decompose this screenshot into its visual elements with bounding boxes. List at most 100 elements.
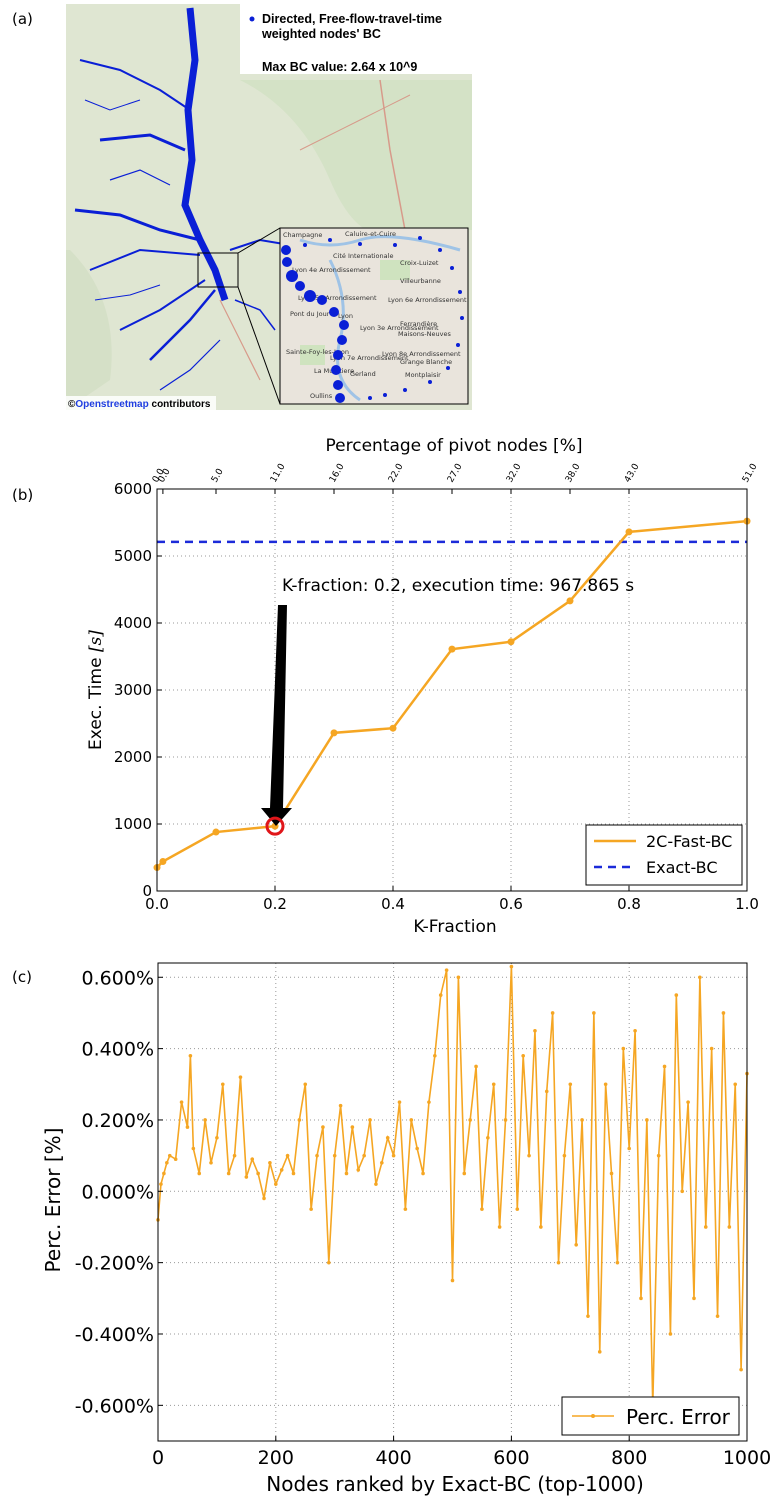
perc-error-point [197, 1171, 202, 1176]
road [379, 79, 406, 231]
top-tick-label: 27.0 [446, 462, 465, 485]
perc-error-point [486, 1135, 490, 1140]
place-label: Caluire-et-Cuire [345, 230, 396, 238]
perc-error-point [303, 1082, 308, 1087]
legend-node-icon [249, 16, 255, 22]
x-tick-label: 1000 [723, 1447, 771, 1469]
place-label: Ferrandière [400, 320, 437, 328]
perc-error-point [350, 1125, 355, 1129]
perc-error-point [179, 1100, 184, 1104]
perc-error-point [173, 1157, 178, 1161]
perc-error-point [279, 1168, 284, 1172]
exec-time-chart: 0.0 0.2 0.4 0.6 0.8 1.0 0 1000 2000 3000 4000 5000 6… [86, 436, 760, 937]
top-tick-label: 16.0 [328, 462, 347, 485]
perc-error-point [586, 1314, 590, 1318]
perc-error-point [668, 1332, 673, 1336]
perc-error-point [159, 1182, 163, 1186]
fast-bc-point [448, 645, 456, 653]
perc-error-point [544, 1089, 549, 1094]
perc-error-point [491, 1082, 496, 1087]
perc-error-point [220, 1082, 225, 1087]
perc-error-point [515, 1207, 520, 1211]
perc-error-point [409, 1118, 414, 1122]
perc-error-point [603, 1082, 608, 1087]
perc-error-point [368, 1118, 372, 1122]
perc-error-point [715, 1314, 720, 1318]
x-tick-label: 800 [611, 1447, 647, 1469]
legend-label-fast-bc: 2C-Fast-BC [646, 832, 732, 851]
x-tick-label: 1.0 [735, 895, 759, 913]
perc-error-point [692, 1296, 696, 1301]
perc-error-point [403, 1207, 408, 1211]
perc-error-point [444, 968, 449, 972]
openstreetmap-link[interactable]: Openstreetmap [75, 399, 148, 410]
perc-error-point [209, 1160, 213, 1165]
perc-error-point [397, 1100, 402, 1104]
perc-error-point [338, 1103, 343, 1108]
terrain-patch [240, 80, 472, 235]
fast-bc-point [159, 858, 167, 866]
perc-error-point [297, 1118, 302, 1122]
perc-error-point [527, 1153, 531, 1158]
zoom-connector [237, 227, 281, 254]
map-credit: ©Openstreetmap contributors [68, 399, 211, 410]
perc-error-point [285, 1153, 290, 1158]
panel-b-label: (b) [12, 486, 33, 504]
legend-marker [591, 1414, 595, 1418]
fast-bc-line [156, 519, 748, 869]
perc-error-point [456, 975, 461, 980]
bc-network [74, 7, 291, 391]
perc-error-point [562, 1153, 567, 1158]
credit-background [66, 396, 216, 410]
perc-error-point [250, 1157, 255, 1161]
perc-error-point [627, 1146, 631, 1151]
perc-error-point [356, 1168, 361, 1172]
place-label: Montplaisir [405, 371, 441, 379]
y-tick-label: -0.400% [75, 1324, 154, 1346]
perc-error-point [165, 1160, 169, 1165]
x-tick-label: 400 [375, 1447, 411, 1469]
perc-error-point [232, 1153, 237, 1158]
annotation-arrow [261, 605, 292, 826]
perc-error-point [709, 1046, 714, 1051]
fast-bc-point [389, 724, 397, 732]
annotation-text: K-fraction: 0.2, execution time: 967.865… [282, 576, 634, 596]
perc-error-point [533, 1028, 537, 1033]
series-layer [153, 517, 751, 872]
perc-error-point [344, 1171, 349, 1176]
road [299, 94, 411, 151]
perc-error-point [450, 1278, 455, 1283]
perc-error-point [721, 1011, 726, 1015]
perc-error-point [291, 1171, 296, 1176]
top-tick-label: 38.0 [564, 462, 583, 485]
perc-error-point [238, 1075, 243, 1079]
perc-error-line [157, 966, 748, 1406]
perc-error-point [321, 1125, 325, 1129]
perc-error-point [226, 1171, 231, 1176]
perc-error-point [327, 1260, 331, 1265]
terrain-patch [66, 250, 112, 410]
inset-place-labels: Caluire-et-Cuire Cité Internationale Ville… [283, 230, 467, 400]
annotation-marker [265, 816, 285, 836]
perc-error-point [580, 1118, 584, 1122]
place-label: Grange Blanche [400, 358, 452, 366]
x-tick-label: 200 [258, 1447, 294, 1469]
perc-error-point [462, 1171, 467, 1176]
perc-error-point [639, 1296, 643, 1301]
perc-error-point [374, 1182, 378, 1186]
perc-error-point [167, 1153, 172, 1158]
perc-error-point [332, 1153, 337, 1158]
x-tick-label: 0.8 [617, 895, 641, 913]
perc-error-point [550, 1011, 555, 1015]
panel-c-label: (c) [12, 968, 32, 986]
perc-error-point [674, 993, 679, 997]
perc-error-point [615, 1260, 620, 1265]
x-tick-label: 0.2 [263, 895, 287, 913]
perc-error-point [656, 1153, 661, 1158]
top-tick-label: 5.0 [210, 467, 226, 485]
perc-error-point [521, 1053, 525, 1058]
top-tick-label: 32.0 [505, 462, 524, 485]
max-bc-label: Max BC value: 2.64 x 10^9 [262, 60, 417, 74]
y-tick-label: 0.400% [82, 1039, 154, 1061]
x-tick-label: 0 [152, 1447, 164, 1469]
